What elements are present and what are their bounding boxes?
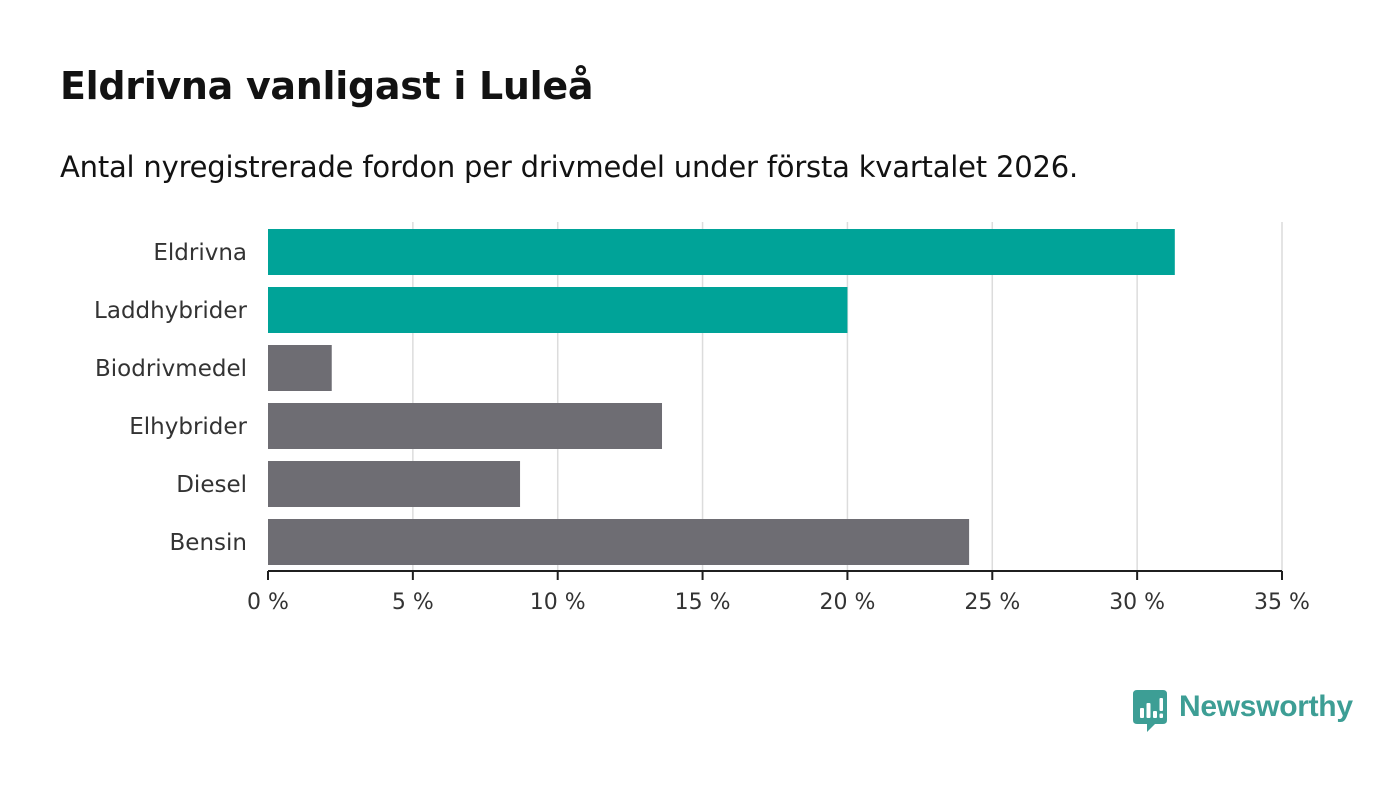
bars xyxy=(268,229,1175,565)
x-tick-label: 30 % xyxy=(1109,590,1165,615)
x-axis xyxy=(267,570,1283,580)
x-tick-label: 35 % xyxy=(1254,590,1310,615)
category-label: Bensin xyxy=(170,530,247,556)
category-label: Laddhybrider xyxy=(94,298,247,324)
bar-biodrivmedel xyxy=(268,345,332,391)
x-tick-label: 5 % xyxy=(392,590,434,615)
category-label: Elhybrider xyxy=(129,414,247,440)
category-label: Biodrivmedel xyxy=(95,356,247,382)
bar-elhybrider xyxy=(268,403,663,449)
chart-subtitle: Antal nyregistrerade fordon per drivmede… xyxy=(60,150,1079,184)
gridlines xyxy=(412,222,1283,571)
brand-name: Newsworthy xyxy=(1179,690,1353,723)
brand: Newsworthy xyxy=(1133,690,1353,734)
bar-bensin xyxy=(268,519,970,565)
x-tick-label: 10 % xyxy=(530,590,586,615)
bar-eldrivna xyxy=(268,229,1175,275)
category-labels: Eldrivna Laddhybrider Biodrivmedel Elhybrid… xyxy=(94,240,247,556)
category-label: Eldrivna xyxy=(153,240,247,266)
bar-laddhybrider xyxy=(268,287,848,333)
x-tick-labels: 0 % 5 % 10 % 15 % 20 % 25 % 30 % 35 % xyxy=(247,590,1310,615)
chart-title: Eldrivna vanligast i Luleå xyxy=(60,64,594,108)
category-label: Diesel xyxy=(176,472,247,498)
bar-diesel xyxy=(268,461,521,507)
newsworthy-logo-icon xyxy=(1133,690,1167,732)
x-tick-label: 20 % xyxy=(819,590,875,615)
x-tick-label: 0 % xyxy=(247,590,289,615)
x-tick-label: 25 % xyxy=(964,590,1020,615)
x-tick-label: 15 % xyxy=(675,590,731,615)
